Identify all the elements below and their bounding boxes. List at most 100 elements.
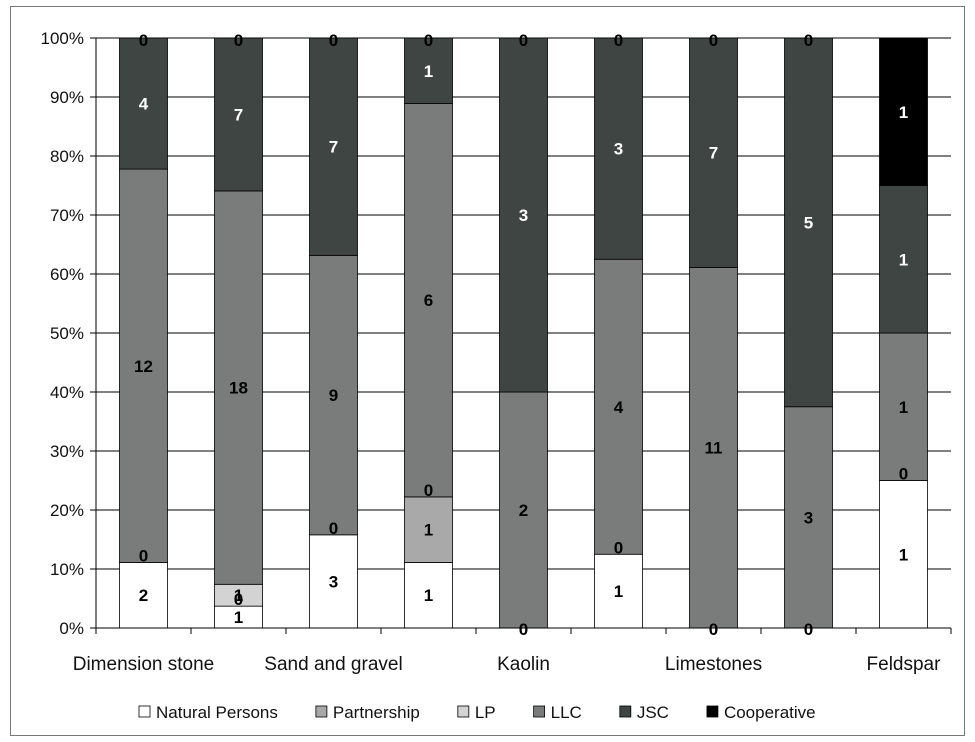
bar-segment-llc (784, 406, 833, 629)
data-label-llc: 9 (329, 386, 338, 405)
legend: Natural Persons Partnership LP LLC JSC Cooper… (138, 703, 816, 722)
data-label-natural-persons: 0 (804, 620, 813, 639)
legend-swatch-cooperative (706, 705, 719, 718)
bar-segment-llc (404, 103, 453, 498)
y-tick-label: 90% (50, 88, 84, 107)
x-category-feldspar: Feldspar (867, 654, 942, 675)
bar-segment-llc (689, 267, 738, 629)
data-label-partnership: 0 (899, 465, 908, 484)
x-category-dimension-stone: Dimension stone (73, 654, 215, 675)
legend-swatch-partnership (315, 705, 328, 718)
bar-segment-natural-persons (879, 480, 928, 629)
data-label-partnership: 0 (234, 590, 243, 609)
data-label-natural-persons: 1 (899, 545, 908, 564)
bar-segment-natural-persons (404, 562, 453, 629)
data-label-partnership: 0 (614, 538, 623, 557)
data-label-llc: 2 (519, 501, 528, 520)
y-tick-label: 60% (50, 265, 84, 284)
bar-segment-llc (214, 190, 263, 585)
data-label-cooperative: 0 (804, 31, 813, 50)
bar-segment-jsc (214, 37, 263, 192)
y-tick-label: 20% (50, 501, 84, 520)
data-label-natural-persons: 2 (139, 586, 148, 605)
data-label-jsc: 7 (234, 105, 243, 124)
axes: 0% 10% 20% 30% 40% 50% 60% 70% 80% 90% 100% Dimensi… (41, 29, 952, 675)
data-label-cooperative: 0 (709, 31, 718, 50)
data-label-jsc: 3 (614, 140, 623, 159)
legend-label-llc: LLC (551, 703, 582, 722)
legend-label-natural-persons: Natural Persons (156, 703, 278, 722)
data-label-cooperative: 0 (424, 31, 433, 50)
data-label-natural-persons: 0 (709, 620, 718, 639)
data-label-natural-persons: 0 (519, 620, 528, 639)
legend-label-jsc: JSC (637, 703, 669, 722)
data-label-natural-persons: 3 (329, 572, 338, 591)
data-label-jsc: 5 (804, 213, 813, 232)
bar-segment-llc (594, 258, 643, 555)
data-label-lp: 1 (234, 586, 243, 605)
data-label-jsc: 3 (519, 206, 528, 225)
data-label-partnership: 0 (139, 546, 148, 565)
data-label-jsc: 1 (424, 62, 433, 81)
y-tick-label: 0% (59, 619, 84, 638)
data-label-llc: 11 (705, 439, 723, 458)
bar-segment-llc (879, 332, 928, 481)
data-label-natural-persons: 1 (424, 586, 433, 605)
stacked-bar-chart: 0% 10% 20% 30% 40% 50% 60% 70% 80% 90% 100% Dimensi… (41, 29, 952, 722)
y-tick-label: 40% (50, 383, 84, 402)
y-tick-label: 70% (50, 206, 84, 225)
y-tick-label: 80% (50, 147, 84, 166)
bar-segment-jsc (689, 37, 738, 268)
data-label-lp: 0 (424, 481, 433, 500)
bar-segment-jsc (784, 37, 833, 408)
data-label-cooperative: 1 (899, 103, 908, 122)
bar-segment-partnership (404, 496, 453, 563)
data-label-natural-persons: 1 (614, 582, 623, 601)
data-label-llc: 12 (134, 357, 153, 376)
bar-segment-jsc (309, 37, 358, 256)
data-label-jsc: 1 (899, 250, 908, 269)
data-label-jsc: 4 (139, 95, 149, 114)
bars (119, 37, 928, 629)
data-label-llc: 3 (804, 508, 813, 527)
legend-label-partnership: Partnership (333, 703, 420, 722)
x-category-sand-and-gravel: Sand and gravel (264, 654, 402, 675)
bar-segment-llc (499, 391, 548, 629)
data-label-llc: 4 (614, 398, 624, 417)
bar-segment-jsc (499, 37, 548, 393)
bar-segment-jsc (404, 37, 453, 104)
y-tick-label: 100% (41, 29, 84, 48)
legend-swatch-jsc (619, 705, 632, 718)
legend-swatch-llc (533, 705, 546, 718)
bar-segment-jsc (594, 37, 643, 260)
bar-segment-llc (119, 168, 168, 563)
data-label-cooperative: 0 (614, 31, 623, 50)
legend-label-cooperative: Cooperative (724, 703, 816, 722)
data-label-cooperative: 0 (519, 31, 528, 50)
data-label-jsc: 7 (709, 144, 718, 163)
data-label-llc: 1 (899, 398, 908, 417)
chart-frame: 0% 10% 20% 30% 40% 50% 60% 70% 80% 90% 100% Dimensi… (10, 6, 965, 736)
data-label-cooperative: 0 (139, 31, 148, 50)
data-label-jsc: 7 (329, 138, 338, 157)
data-label-llc: 6 (424, 291, 433, 310)
legend-swatch-natural-persons (138, 705, 151, 718)
bar-segment-jsc (119, 37, 168, 170)
bar-segment-cooperative (879, 37, 928, 186)
bar-segment-llc (309, 254, 358, 536)
bar-segment-natural-persons (309, 534, 358, 629)
legend-label-lp: LP (475, 703, 496, 722)
data-label-partnership: 0 (329, 519, 338, 538)
data-label-cooperative: 0 (234, 31, 243, 50)
legend-swatch-lp (457, 705, 470, 718)
data-label-llc: 18 (229, 379, 248, 398)
data-label-partnership: 1 (424, 521, 433, 540)
y-tick-label: 30% (50, 442, 84, 461)
data-label-natural-persons: 1 (234, 608, 243, 627)
x-category-limestones: Limestones (665, 654, 762, 675)
y-tick-label: 10% (50, 560, 84, 579)
y-tick-label: 50% (50, 324, 84, 343)
bar-segment-natural-persons (594, 553, 643, 629)
x-category-kaolin: Kaolin (497, 654, 550, 675)
data-labels: 2012401011870309701106100230104300117003… (134, 31, 908, 639)
